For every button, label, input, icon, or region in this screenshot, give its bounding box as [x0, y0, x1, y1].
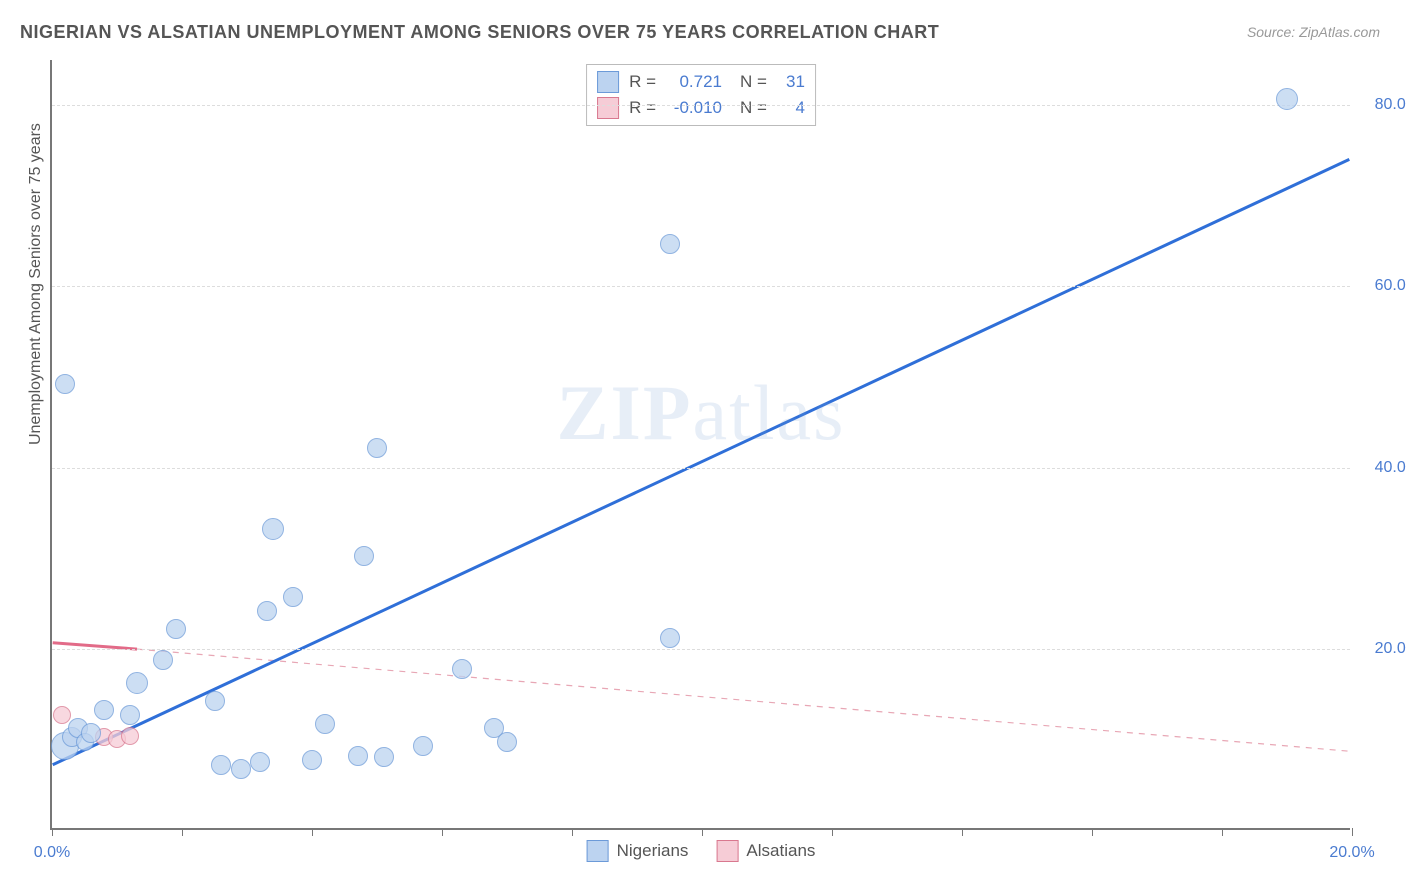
data-point — [367, 438, 387, 458]
x-tick — [832, 828, 833, 836]
legend-series: Nigerians Alsatians — [587, 840, 816, 862]
gridline — [52, 468, 1350, 469]
legend-r-value: -0.010 — [666, 95, 722, 121]
legend-r-value: 0.721 — [666, 69, 722, 95]
y-tick-label: 40.0% — [1375, 459, 1406, 477]
legend-swatch — [587, 840, 609, 862]
legend-row: R = -0.010 N = 4 — [597, 95, 805, 121]
data-point — [302, 750, 322, 770]
gridline — [52, 286, 1350, 287]
data-point — [660, 628, 680, 648]
plot-region: ZIPatlas R =0.721N =31R =-0.010N =4 Nige… — [50, 60, 1350, 830]
legend-row: R = 0.721 N = 31 — [597, 69, 805, 95]
legend-n-label: N = — [740, 69, 767, 95]
trendlines-svg — [52, 60, 1350, 828]
gridline — [52, 105, 1350, 106]
data-point — [413, 736, 433, 756]
source-attribution: Source: ZipAtlas.com — [1247, 24, 1380, 40]
legend-n-value: 4 — [777, 95, 805, 121]
data-point — [231, 759, 251, 779]
chart-title: NIGERIAN VS ALSATIAN UNEMPLOYMENT AMONG … — [20, 22, 939, 43]
x-tick-label: 20.0% — [1329, 844, 1374, 862]
legend-n-label: N = — [740, 95, 767, 121]
data-point — [315, 714, 335, 734]
data-point — [497, 732, 517, 752]
data-point — [81, 723, 101, 743]
chart-area: Unemployment Among Seniors over 75 years… — [50, 60, 1350, 830]
legend-correlation: R = 0.721 N = 31 R = -0.010 N = 4 — [586, 64, 816, 126]
y-tick-label: 80.0% — [1375, 96, 1406, 114]
trendline — [53, 159, 1350, 764]
data-point — [53, 706, 71, 724]
x-tick-label: 0.0% — [34, 844, 70, 862]
data-point — [348, 746, 368, 766]
data-point — [374, 747, 394, 767]
gridline — [52, 649, 1350, 650]
y-tick-label: 60.0% — [1375, 277, 1406, 295]
data-point — [452, 659, 472, 679]
x-tick — [962, 828, 963, 836]
x-tick — [1222, 828, 1223, 836]
data-point — [250, 752, 270, 772]
data-point — [55, 374, 75, 394]
data-point — [1276, 88, 1298, 110]
legend-r-label: R = — [629, 69, 656, 95]
trendline — [137, 649, 1349, 751]
data-point — [283, 587, 303, 607]
x-tick — [182, 828, 183, 836]
legend-swatch — [597, 97, 619, 119]
x-tick — [1092, 828, 1093, 836]
legend-r-label: R = — [629, 95, 656, 121]
data-point — [153, 650, 173, 670]
data-point — [126, 672, 148, 694]
data-point — [94, 700, 114, 720]
data-point — [121, 727, 139, 745]
data-point — [262, 518, 284, 540]
x-tick — [52, 828, 53, 836]
legend-item: Alsatians — [716, 840, 815, 862]
legend-label: Nigerians — [617, 841, 689, 861]
x-tick — [442, 828, 443, 836]
data-point — [660, 234, 680, 254]
y-tick-label: 20.0% — [1375, 640, 1406, 658]
data-point — [211, 755, 231, 775]
x-tick — [1352, 828, 1353, 836]
x-tick — [702, 828, 703, 836]
legend-n-value: 31 — [777, 69, 805, 95]
y-axis-label: Unemployment Among Seniors over 75 years — [27, 123, 45, 445]
x-tick — [312, 828, 313, 836]
data-point — [257, 601, 277, 621]
data-point — [166, 619, 186, 639]
x-tick — [572, 828, 573, 836]
legend-swatch — [597, 71, 619, 93]
legend-item: Nigerians — [587, 840, 689, 862]
data-point — [205, 691, 225, 711]
data-point — [120, 705, 140, 725]
legend-label: Alsatians — [746, 841, 815, 861]
legend-swatch — [716, 840, 738, 862]
data-point — [354, 546, 374, 566]
